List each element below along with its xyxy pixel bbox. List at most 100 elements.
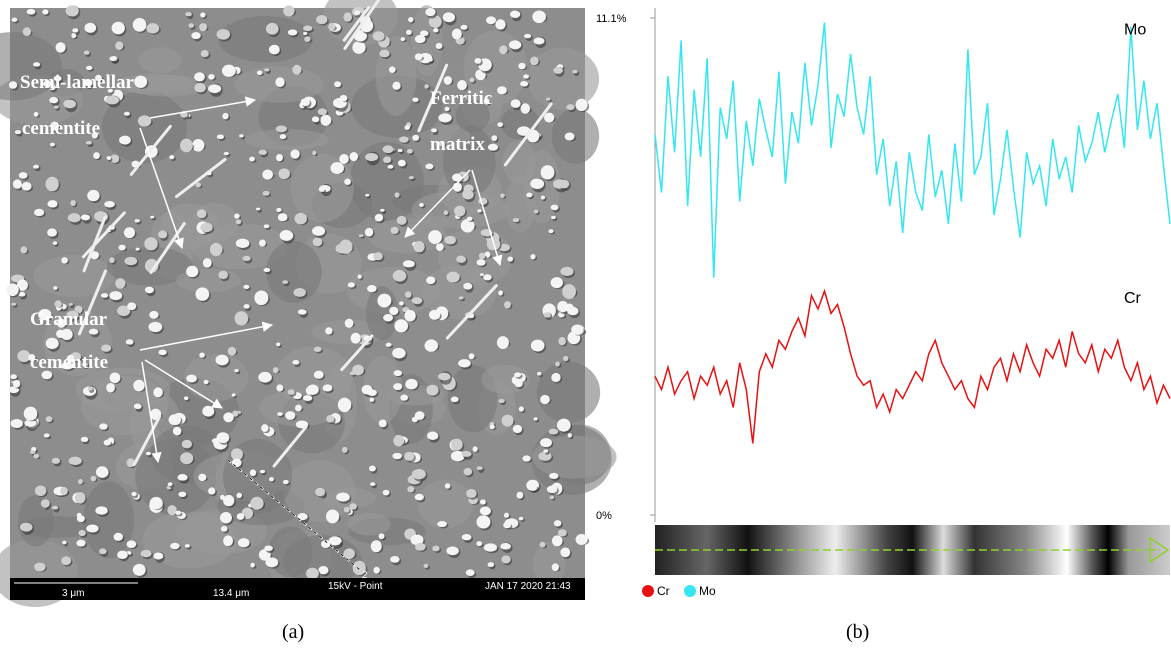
particle (350, 332, 361, 344)
particle (372, 31, 385, 41)
particle (78, 529, 86, 537)
particle (60, 328, 73, 341)
particle (10, 418, 23, 429)
particle (33, 164, 40, 169)
particle (185, 11, 192, 17)
particle (220, 525, 228, 532)
particle (414, 411, 425, 420)
particle (407, 486, 415, 493)
particle (184, 396, 189, 401)
scan-line-shadow (227, 459, 361, 571)
caption: (b) (846, 621, 869, 643)
particle (489, 424, 495, 430)
particle (461, 533, 472, 541)
particle (109, 291, 123, 301)
particle (275, 77, 285, 88)
particle (518, 62, 526, 70)
particle (95, 466, 109, 478)
particle (354, 10, 361, 16)
texture (536, 361, 601, 423)
annotation: cementite (30, 352, 108, 373)
particle (575, 98, 588, 112)
particle (425, 8, 436, 17)
particle (553, 66, 563, 74)
particle (560, 266, 574, 276)
particle (382, 489, 390, 496)
particle (560, 547, 571, 558)
particle (28, 354, 36, 362)
texture (83, 481, 134, 559)
particle (172, 426, 182, 436)
particle (61, 556, 72, 565)
particle (352, 560, 366, 576)
particle (34, 485, 47, 497)
particle (392, 452, 403, 460)
particle (256, 207, 261, 211)
annotation: Granular (30, 309, 108, 330)
particle (33, 62, 41, 67)
particle (265, 22, 279, 35)
particle (68, 456, 82, 466)
particle (477, 209, 482, 213)
particle (117, 305, 131, 317)
particle (275, 153, 283, 162)
particle (52, 241, 58, 245)
particle (564, 132, 575, 141)
particle (275, 125, 287, 133)
particle (543, 312, 551, 318)
particle (318, 565, 329, 575)
particle (352, 41, 366, 54)
particle (106, 383, 115, 393)
particle (191, 32, 201, 40)
scan-arrow (1149, 536, 1170, 564)
particle (279, 134, 287, 140)
particle (528, 484, 538, 491)
particle (119, 135, 131, 145)
particle (526, 192, 533, 198)
particle (483, 98, 490, 105)
particle (349, 503, 357, 510)
particle (321, 540, 331, 549)
particle (364, 227, 374, 237)
particle (378, 419, 387, 428)
micrograph-footer: 3 μm 13.4 μm 15kV - Point JAN 17 2020 21… (10, 578, 585, 600)
particle (125, 339, 134, 345)
particle (373, 566, 380, 574)
lamella (77, 269, 107, 336)
particle (242, 255, 251, 261)
particle (367, 389, 377, 396)
particle (254, 290, 269, 306)
particle (276, 342, 281, 347)
particle (49, 96, 59, 104)
particle (140, 549, 152, 558)
particle (510, 10, 521, 19)
particle (463, 467, 473, 476)
particle (153, 552, 164, 560)
particle (503, 512, 509, 518)
particle (258, 371, 272, 383)
particle (263, 267, 271, 273)
particle (399, 301, 404, 306)
particle (11, 17, 18, 22)
particle (283, 5, 295, 17)
particle (392, 270, 407, 282)
particle (318, 187, 325, 192)
legend-label: Mo (699, 584, 716, 598)
particle (312, 237, 323, 247)
particle (20, 246, 28, 254)
particle (85, 140, 92, 145)
particle (149, 496, 163, 510)
particle (389, 306, 399, 316)
particle (551, 215, 556, 220)
particle (109, 56, 118, 62)
particle (101, 344, 112, 352)
annotation: Semi-lamellar (20, 72, 135, 93)
particle (460, 218, 475, 233)
particle (540, 165, 555, 180)
particle (202, 405, 215, 417)
particle (70, 199, 76, 207)
particle (428, 230, 442, 244)
particle (55, 42, 66, 53)
particle (23, 406, 38, 421)
particle (532, 10, 546, 24)
